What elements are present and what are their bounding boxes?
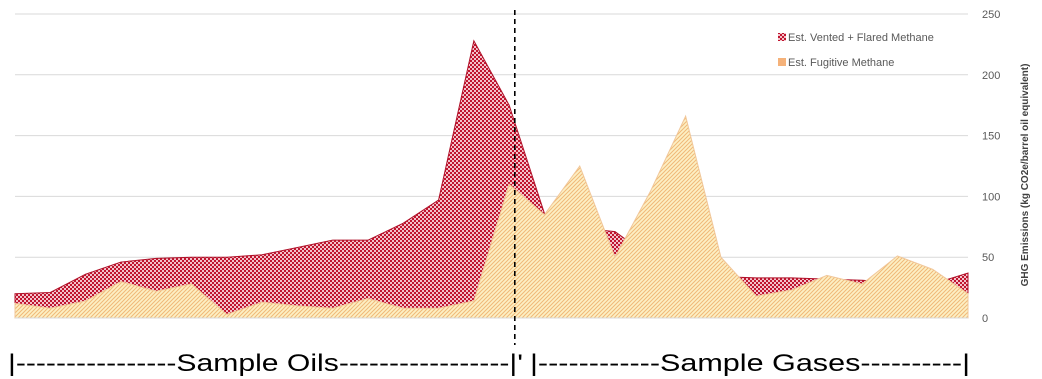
y-tick-label: 50	[982, 252, 994, 264]
y-axis-ticks: 0 50 100 150 200 250	[982, 9, 1000, 325]
y-tick-label: 100	[982, 191, 1000, 203]
y-tick-label: 0	[982, 313, 988, 325]
legend-swatch-vented-flared	[778, 33, 786, 41]
y-tick-label: 200	[982, 70, 1000, 82]
legend-swatch-fugitive	[778, 58, 786, 66]
plot-areas	[14, 39, 969, 319]
y-tick-label: 150	[982, 131, 1000, 143]
y-tick-label: 250	[982, 9, 1000, 21]
legend-label-fugitive: Est. Fugitive Methane	[788, 57, 894, 69]
area-series-vented-flared	[14, 39, 969, 319]
section-label-oils: |----------------Sample Oils------------…	[8, 350, 523, 377]
legend-label-vented-flared: Est. Vented + Flared Methane	[788, 32, 934, 44]
y-axis-label: GHG Emissions (kg CO2e/barrel oil equiva…	[1020, 64, 1031, 287]
legend: Est. Vented + Flared Methane Est. Fugiti…	[778, 32, 934, 69]
area-series-fugitive	[14, 114, 969, 319]
section-label-gases: |------------Sample Gases----------|	[530, 350, 970, 377]
